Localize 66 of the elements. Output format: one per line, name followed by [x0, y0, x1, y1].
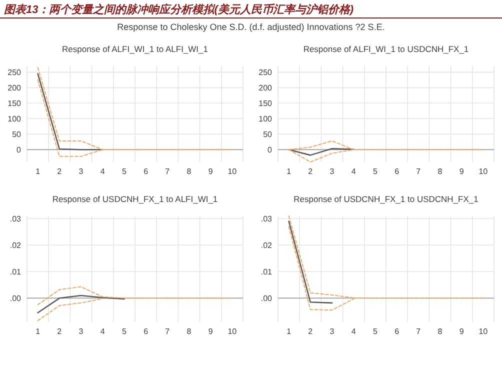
x-tick-label: 8 [186, 327, 192, 336]
y-tick-label: 100 [8, 114, 22, 124]
chart-title: Response of USDCNH_FX_1 to USDCNH_FX_1 [294, 194, 479, 204]
x-tick-label: 8 [438, 327, 443, 336]
chart-title: Response of ALFI_WI_1 to USDCNH_FX_1 [303, 44, 469, 54]
x-tick-label: 4 [100, 167, 106, 176]
x-tick-label: 9 [459, 327, 464, 336]
y-tick-label: .01 [10, 268, 22, 277]
x-tick-label: 6 [394, 327, 400, 336]
x-tick-label: 2 [57, 327, 62, 336]
x-tick-label: 6 [144, 327, 149, 336]
x-tick-label: 8 [186, 167, 192, 176]
x-tick-label: 7 [165, 167, 170, 176]
x-tick-label: 1 [36, 327, 41, 336]
chart-title: Response of USDCNH_FX_1 to ALFI_WI_1 [52, 194, 218, 204]
x-tick-label: 1 [286, 167, 292, 176]
y-tick-label: 200 [8, 84, 22, 93]
y-tick-label: 50 [263, 130, 273, 140]
y-tick-label: 100 [258, 114, 273, 124]
x-tick-label: 7 [416, 167, 422, 176]
x-tick-label: 7 [165, 327, 170, 336]
y-tick-label: 150 [8, 99, 22, 108]
x-tick-label: 1 [36, 167, 41, 176]
x-tick-label: 4 [351, 167, 356, 176]
x-tick-label: 4 [351, 327, 356, 336]
x-tick-label: 5 [372, 167, 378, 176]
x-tick-label: 2 [308, 167, 314, 176]
x-tick-label: 9 [208, 327, 214, 336]
x-tick-label: 3 [330, 167, 335, 176]
x-tick-label: 4 [100, 327, 106, 336]
y-tick-label: .02 [260, 241, 273, 250]
y-tick-label: .00 [10, 294, 22, 304]
x-tick-label: 1 [286, 327, 292, 336]
x-tick-label: 10 [228, 167, 238, 176]
x-tick-label: 5 [122, 167, 127, 176]
y-tick-label: .03 [10, 214, 22, 224]
x-tick-label: 5 [122, 327, 127, 336]
x-tick-label: 3 [78, 167, 84, 176]
x-tick-label: 9 [459, 167, 464, 176]
x-tick-label: 2 [308, 327, 314, 336]
chart-title: Response of ALFI_WI_1 to ALFI_WI_1 [62, 44, 208, 54]
y-tick-label: .00 [260, 294, 273, 304]
x-tick-label: 6 [144, 167, 149, 176]
x-tick-label: 3 [330, 327, 335, 336]
x-tick-label: 9 [208, 167, 214, 176]
text: 图表13：两个变量之间的脉冲响应分析模拟(美元人民币汇率与沪铝价格) [4, 3, 354, 16]
y-tick-label: .03 [260, 214, 273, 224]
x-tick-label: 2 [57, 167, 62, 176]
x-tick-label: 5 [372, 327, 378, 336]
text: Response to Cholesky One S.D. (d.f. adjusted) Innovations ?2 S.E. [117, 22, 385, 32]
x-tick-label: 8 [438, 167, 443, 176]
y-tick-label: .02 [10, 241, 22, 250]
y-tick-label: 150 [258, 99, 273, 108]
x-tick-label: 10 [478, 327, 488, 336]
y-tick-label: 0 [268, 146, 273, 155]
y-tick-label: 0 [16, 146, 22, 155]
y-tick-label: 250 [258, 68, 273, 78]
x-tick-label: 6 [394, 167, 400, 176]
x-tick-label: 3 [78, 327, 84, 336]
y-tick-label: .01 [260, 268, 273, 277]
y-tick-label: 250 [8, 68, 22, 78]
x-tick-label: 10 [478, 167, 488, 176]
x-tick-label: 7 [416, 327, 422, 336]
y-tick-label: 50 [12, 130, 22, 140]
y-tick-label: 200 [258, 84, 273, 93]
x-tick-label: 10 [228, 327, 238, 336]
